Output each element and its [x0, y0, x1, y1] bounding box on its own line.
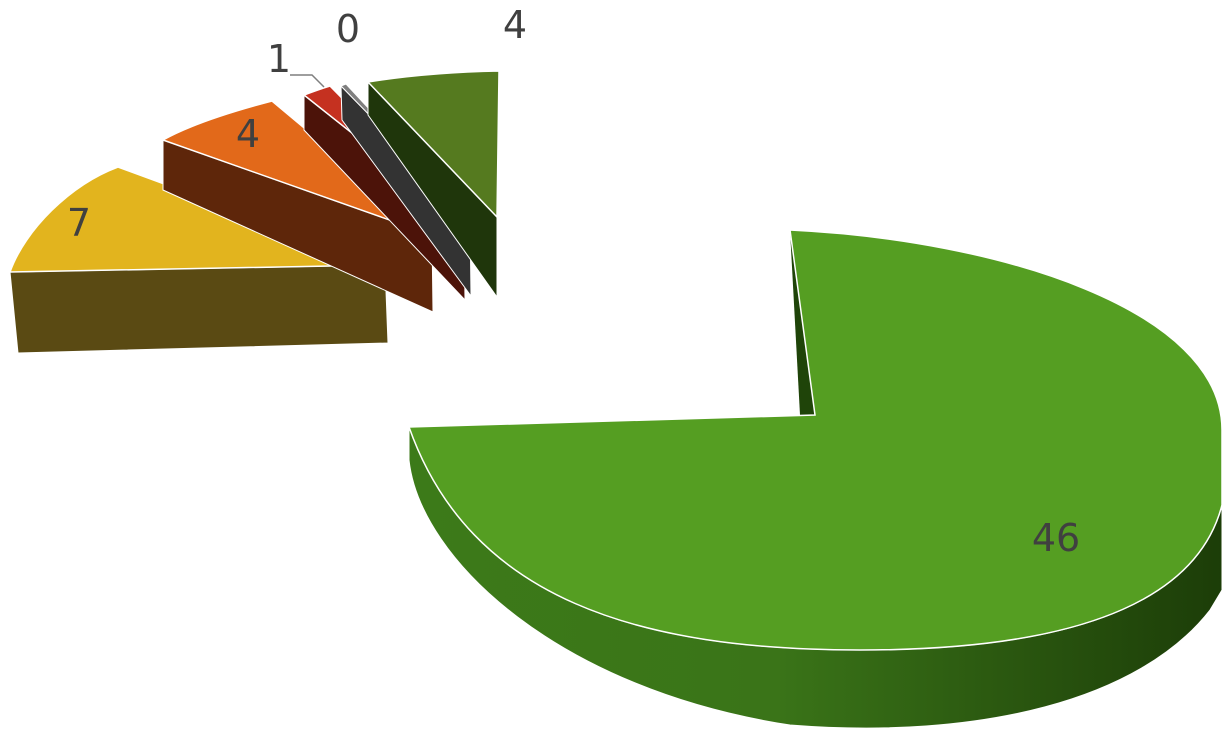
pie-slice-46: [407, 229, 1222, 729]
slice-7-side: [9, 264, 389, 354]
data-label-7: 7: [67, 201, 91, 245]
data-label-1: 1: [267, 37, 291, 81]
slice-46-top: [407, 229, 1222, 651]
leader-line-1: [290, 74, 325, 88]
data-label-4a: 4: [236, 112, 260, 156]
data-label-4b: 4: [503, 3, 527, 47]
data-label-0: 0: [336, 7, 360, 51]
pie-slice-4b: [366, 70, 500, 299]
data-label-46: 46: [1032, 516, 1080, 560]
slice-4a-top: [161, 100, 433, 236]
pie-slice-4a: [161, 100, 434, 313]
slice-4b-top: [366, 70, 500, 219]
